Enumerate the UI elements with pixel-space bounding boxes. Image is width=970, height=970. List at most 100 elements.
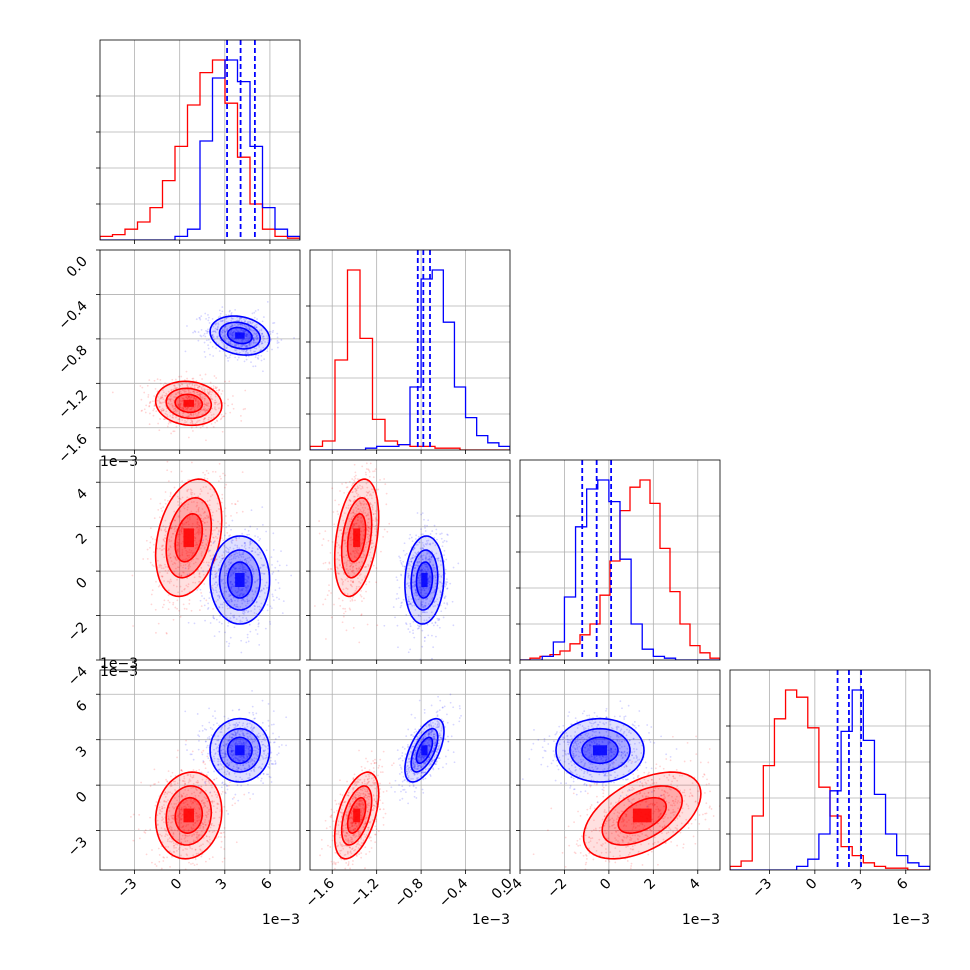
scatter-point bbox=[244, 571, 247, 573]
scatter-point bbox=[240, 563, 243, 565]
scatter-point bbox=[230, 598, 232, 601]
scatter-point bbox=[204, 417, 206, 420]
scatter-point bbox=[336, 541, 338, 544]
scatter-point bbox=[217, 323, 220, 326]
scatter-point bbox=[186, 516, 189, 519]
scatter-point bbox=[178, 544, 180, 547]
scatter-point bbox=[349, 552, 352, 555]
scatter-point bbox=[166, 469, 169, 472]
scatter-point bbox=[184, 558, 186, 561]
scatter-point bbox=[147, 396, 150, 398]
scatter-point bbox=[152, 565, 155, 568]
scatter-point bbox=[350, 518, 353, 521]
scatter-point bbox=[247, 352, 250, 355]
scatter-point bbox=[245, 586, 248, 589]
scatter-point bbox=[210, 422, 213, 425]
scatter-point bbox=[243, 545, 246, 548]
scatter-point bbox=[345, 563, 348, 566]
scatter-point bbox=[221, 310, 224, 313]
scatter-point bbox=[200, 605, 203, 607]
scatter-point bbox=[224, 586, 226, 589]
scatter-point bbox=[200, 388, 203, 390]
scatter-point bbox=[271, 348, 273, 351]
scatter-point bbox=[213, 540, 216, 543]
scatter-point bbox=[175, 559, 178, 562]
scatter-point bbox=[219, 320, 222, 323]
scatter-point bbox=[161, 606, 164, 609]
scatter-point bbox=[246, 584, 249, 587]
scatter-point bbox=[158, 584, 161, 587]
scatter-point bbox=[159, 547, 161, 550]
scatter-point bbox=[236, 591, 239, 594]
scatter-point bbox=[347, 572, 350, 574]
scatter-point bbox=[209, 508, 212, 511]
scatter-point bbox=[266, 603, 269, 606]
scatter-point bbox=[347, 580, 349, 583]
y-tick-label: 2 bbox=[73, 530, 91, 548]
scatter-point bbox=[187, 520, 190, 523]
scatter-point bbox=[244, 568, 246, 571]
scatter-point bbox=[180, 400, 183, 403]
scatter-point bbox=[161, 545, 163, 548]
scatter-point bbox=[367, 455, 369, 457]
scatter-point bbox=[358, 526, 361, 529]
scatter-point bbox=[168, 540, 171, 543]
scatter-point bbox=[230, 320, 233, 322]
scatter-point bbox=[191, 554, 194, 557]
scatter-point bbox=[175, 393, 177, 396]
scatter-point bbox=[375, 581, 378, 584]
scatter-point bbox=[337, 544, 340, 546]
scatter-point bbox=[353, 555, 356, 558]
scatter-point bbox=[231, 403, 234, 406]
scatter-point bbox=[352, 565, 355, 568]
scatter-point bbox=[200, 567, 203, 569]
scatter-point bbox=[438, 626, 441, 629]
scatter-point bbox=[379, 427, 381, 429]
scatter-point bbox=[212, 470, 214, 473]
scatter-point bbox=[345, 482, 347, 484]
scatter-point bbox=[214, 535, 217, 538]
scatter-point bbox=[188, 563, 191, 566]
scatter-point bbox=[353, 550, 355, 553]
scatter-point bbox=[240, 329, 243, 331]
scatter-point bbox=[230, 324, 233, 326]
scatter-point bbox=[196, 588, 199, 591]
scatter-point bbox=[189, 421, 192, 424]
scatter-point bbox=[209, 390, 211, 393]
scatter-point bbox=[216, 584, 219, 587]
scatter-point bbox=[215, 347, 217, 350]
scatter-point bbox=[374, 468, 377, 471]
scatter-point bbox=[372, 513, 375, 515]
scatter-point bbox=[346, 528, 349, 531]
scatter-point bbox=[191, 525, 194, 528]
scatter-point bbox=[151, 400, 154, 403]
scatter-point bbox=[189, 413, 192, 416]
scatter-point bbox=[231, 615, 234, 617]
scatter-point bbox=[164, 499, 166, 501]
scatter-point bbox=[400, 573, 402, 576]
scatter-point bbox=[161, 389, 164, 392]
scatter-point bbox=[252, 337, 255, 339]
scatter-point bbox=[202, 749, 205, 752]
scatter-point bbox=[396, 624, 399, 627]
scatter-point bbox=[162, 544, 165, 547]
scatter-point bbox=[187, 389, 190, 392]
scatter-point bbox=[433, 524, 436, 527]
scatter-point bbox=[282, 600, 285, 603]
scatter-point bbox=[206, 409, 209, 412]
scatter-point bbox=[199, 396, 202, 398]
scatter-point bbox=[160, 567, 163, 570]
scatter-point bbox=[212, 577, 215, 580]
scatter-point bbox=[182, 408, 185, 411]
scatter-point bbox=[223, 857, 226, 860]
y-tick-label: −1.6 bbox=[55, 431, 90, 466]
scatter-point bbox=[201, 398, 204, 400]
scatter-point bbox=[217, 529, 220, 532]
scatter-point bbox=[223, 345, 225, 347]
scatter-point bbox=[217, 325, 219, 328]
scatter-point bbox=[250, 343, 253, 345]
scatter-point bbox=[257, 354, 260, 357]
scatter-point bbox=[160, 409, 163, 412]
scatter-point bbox=[160, 575, 163, 578]
scatter-point bbox=[192, 558, 195, 561]
